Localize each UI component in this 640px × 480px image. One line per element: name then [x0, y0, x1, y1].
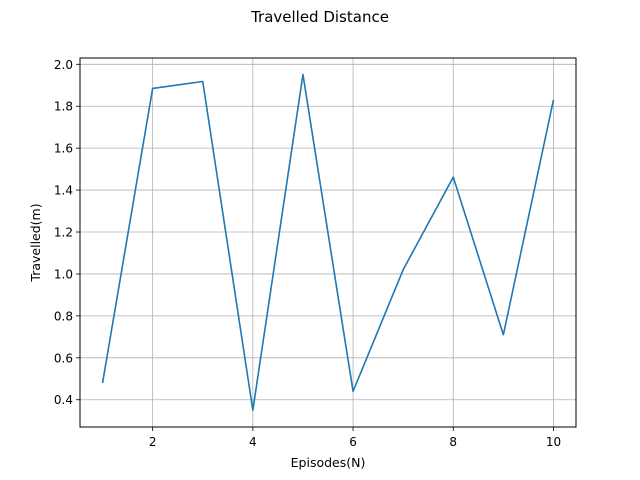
plot-frame [79, 57, 577, 428]
y-tick-label: 1.0 [54, 267, 73, 281]
y-tick-label: 0.8 [54, 309, 73, 323]
y-tick-label: 2.0 [54, 58, 73, 72]
y-axis-ticks: 0.4 0.6 0.8 1.0 1.2 1.4 1.6 1.8 2.0 [54, 58, 80, 407]
y-axis-label: Travelled(m) [28, 203, 43, 282]
x-tick-label: 4 [249, 435, 257, 449]
chart-title: Travelled Distance [250, 8, 389, 26]
grid [80, 58, 576, 427]
series-layer [101, 73, 555, 412]
y-tick-label: 1.2 [54, 226, 73, 240]
y-tick-label: 1.8 [54, 100, 73, 114]
x-tick-label: 2 [149, 435, 157, 449]
x-axis-ticks: 2 4 6 8 10 [149, 427, 561, 449]
x-tick-label: 10 [546, 435, 561, 449]
x-tick-label: 8 [449, 435, 457, 449]
series-line [101, 73, 555, 412]
y-tick-label: 1.6 [54, 142, 73, 156]
x-tick-label: 6 [349, 435, 357, 449]
y-tick-label: 0.6 [54, 351, 73, 365]
x-axis-label: Episodes(N) [291, 455, 366, 470]
y-tick-label: 1.4 [54, 184, 73, 198]
y-tick-label: 0.4 [54, 393, 73, 407]
